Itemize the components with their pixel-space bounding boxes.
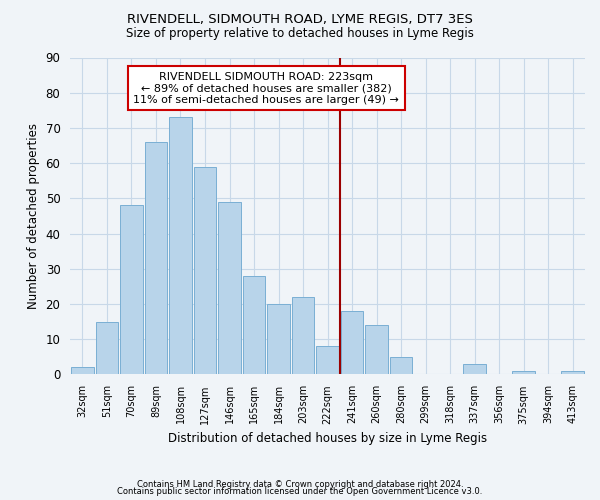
- Bar: [512, 371, 535, 374]
- Bar: [71, 368, 94, 374]
- Bar: [463, 364, 486, 374]
- Text: Size of property relative to detached houses in Lyme Regis: Size of property relative to detached ho…: [126, 28, 474, 40]
- Text: Contains public sector information licensed under the Open Government Licence v3: Contains public sector information licen…: [118, 487, 482, 496]
- Bar: [267, 304, 290, 374]
- Bar: [341, 311, 364, 374]
- Bar: [292, 297, 314, 374]
- Bar: [194, 166, 216, 374]
- Bar: [562, 371, 584, 374]
- Bar: [145, 142, 167, 374]
- Bar: [95, 322, 118, 374]
- Bar: [218, 202, 241, 374]
- X-axis label: Distribution of detached houses by size in Lyme Regis: Distribution of detached houses by size …: [168, 432, 487, 445]
- Bar: [243, 276, 265, 374]
- Bar: [120, 206, 143, 374]
- Text: Contains HM Land Registry data © Crown copyright and database right 2024.: Contains HM Land Registry data © Crown c…: [137, 480, 463, 489]
- Bar: [390, 357, 412, 374]
- Bar: [316, 346, 339, 374]
- Bar: [365, 325, 388, 374]
- Y-axis label: Number of detached properties: Number of detached properties: [27, 123, 40, 309]
- Text: RIVENDELL SIDMOUTH ROAD: 223sqm
← 89% of detached houses are smaller (382)
11% o: RIVENDELL SIDMOUTH ROAD: 223sqm ← 89% of…: [133, 72, 399, 105]
- Text: RIVENDELL, SIDMOUTH ROAD, LYME REGIS, DT7 3ES: RIVENDELL, SIDMOUTH ROAD, LYME REGIS, DT…: [127, 12, 473, 26]
- Bar: [169, 118, 192, 374]
